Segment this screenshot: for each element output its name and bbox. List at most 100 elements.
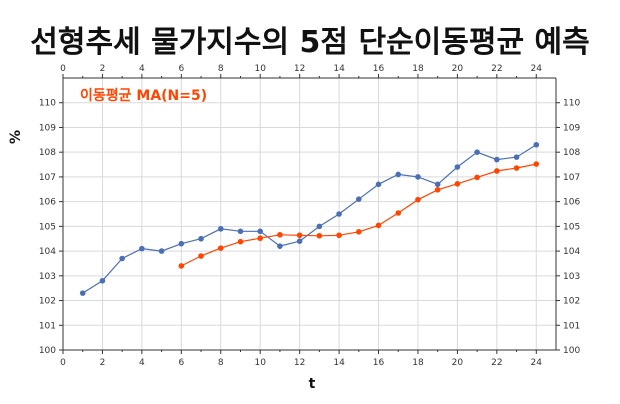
series-2-point (454, 181, 461, 187)
x-tick-label-top: 8 (218, 64, 224, 74)
series-2-point (434, 186, 441, 193)
y-tick-label-right: 100 (563, 346, 580, 356)
y-tick-label-right: 109 (563, 123, 580, 133)
series-1-point (296, 238, 303, 244)
series-1-point (316, 223, 323, 230)
series-1-point (356, 196, 362, 202)
y-tick-label-right: 102 (563, 297, 580, 307)
series-layer (79, 141, 540, 296)
series-1-point (99, 277, 106, 284)
series-2-point (198, 253, 204, 259)
y-tick-label-left: 105 (39, 222, 56, 232)
x-tick-label-top: 16 (373, 64, 385, 74)
series-1-point (395, 171, 402, 178)
series-1-point (237, 228, 244, 235)
series-1-point (178, 240, 185, 247)
x-tick-label-top: 14 (333, 64, 345, 74)
series-1-point (217, 226, 224, 232)
x-tick-label-bottom: 8 (218, 358, 224, 368)
x-tick-label-top: 10 (254, 64, 266, 74)
y-tick-label-left: 107 (39, 173, 56, 183)
series-2-point (513, 165, 520, 171)
y-tick-label-right: 107 (563, 173, 580, 183)
series-1-point (494, 156, 500, 163)
x-tick-label-top: 4 (139, 64, 145, 74)
y-tick-label-left: 102 (39, 297, 56, 307)
x-axis-label: t (309, 376, 316, 392)
series-1-point (434, 181, 441, 188)
y-tick-label-right: 101 (563, 321, 580, 331)
y-axis-label: % (8, 130, 24, 144)
x-tick-label-bottom: 6 (178, 358, 184, 368)
y-tick-label-left: 108 (39, 148, 56, 158)
axes-layer: 0022446688101012121414161618182020222224… (39, 64, 581, 368)
y-tick-label-left: 101 (39, 321, 56, 331)
y-tick-label-left: 100 (39, 346, 56, 356)
series-1-point (513, 154, 520, 160)
chart-title: 선형추세 물가지수의 5점 단순이동평균 예측 (30, 25, 589, 60)
series-2-point (277, 231, 283, 238)
series-1-point (336, 211, 342, 217)
x-tick-label-top: 18 (412, 64, 424, 74)
x-tick-label-top: 20 (452, 64, 464, 74)
y-tick-label-left: 106 (39, 198, 56, 208)
y-tick-label-right: 106 (563, 198, 580, 208)
series-2-point (356, 229, 362, 235)
series-2-point (296, 232, 303, 239)
series-1-point (375, 181, 382, 188)
series-2-point (316, 232, 323, 239)
series-1-point (415, 174, 421, 180)
y-tick-label-right: 105 (563, 222, 580, 232)
x-tick-label-top: 2 (100, 64, 106, 74)
x-tick-label-top: 0 (60, 64, 66, 74)
y-tick-label-left: 109 (39, 123, 56, 133)
series-1-point (139, 245, 145, 252)
moving-average-annotation: 이동평균 MA(N=5) (80, 87, 207, 104)
y-tick-label-left: 110 (39, 99, 56, 109)
series-1-line (82, 144, 537, 294)
series-2-point (237, 238, 244, 245)
series-1-point (79, 290, 86, 296)
x-tick-label-bottom: 14 (333, 358, 345, 368)
series-2-point (395, 210, 402, 216)
series-1-point (198, 235, 204, 242)
x-tick-label-bottom: 10 (254, 358, 266, 368)
x-tick-label-bottom: 22 (491, 358, 502, 368)
series-1-point (277, 243, 283, 249)
x-tick-label-bottom: 20 (452, 358, 464, 368)
x-tick-label-top: 24 (531, 64, 543, 74)
y-tick-label-right: 110 (563, 99, 580, 109)
x-tick-label-bottom: 16 (373, 358, 385, 368)
series-1-point (158, 248, 165, 254)
series-1-point (119, 255, 125, 262)
series-2-point (494, 168, 500, 174)
x-tick-label-bottom: 2 (100, 358, 106, 368)
x-tick-label-bottom: 18 (412, 358, 424, 368)
y-tick-label-right: 103 (563, 272, 580, 282)
x-tick-label-top: 22 (491, 64, 502, 74)
x-tick-label-bottom: 4 (139, 358, 145, 368)
y-tick-label-left: 103 (39, 272, 56, 282)
series-2-point (178, 263, 185, 269)
grid-layer (62, 78, 556, 351)
x-tick-label-top: 12 (294, 64, 305, 74)
series-2-point (217, 245, 224, 251)
x-tick-label-bottom: 12 (294, 358, 305, 368)
x-tick-label-bottom: 24 (531, 358, 543, 368)
series-1-point (474, 149, 480, 155)
y-tick-label-right: 108 (563, 148, 580, 158)
series-1-point (454, 164, 461, 170)
y-tick-label-left: 104 (39, 247, 56, 257)
series-1-point (533, 141, 540, 148)
series-1-point (257, 228, 264, 235)
series-2-point (257, 235, 264, 242)
series-2-point (375, 222, 382, 229)
series-2-point (533, 161, 540, 167)
x-tick-label-top: 6 (178, 64, 184, 74)
series-2-point (336, 232, 342, 239)
y-tick-label-right: 104 (563, 247, 580, 257)
series-2-point (415, 196, 421, 203)
series-2-point (474, 174, 480, 181)
